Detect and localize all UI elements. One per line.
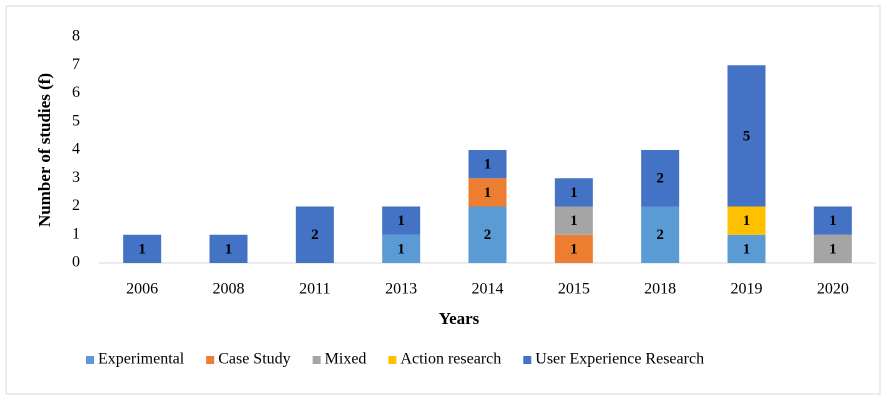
legend-label: User Experience Research: [535, 351, 704, 368]
bar-segment: [209, 234, 248, 263]
bar-segment: [727, 234, 766, 263]
data-label: 2: [311, 227, 319, 243]
x-tick-label: 2006: [126, 281, 158, 298]
y-tick-label: 5: [72, 112, 80, 129]
legend-swatch: [523, 356, 532, 364]
x-tick-label: 2015: [558, 281, 590, 298]
data-label: 1: [397, 213, 405, 229]
y-tick-label: 2: [72, 197, 80, 214]
y-axis-title: Number of studies (f): [35, 73, 54, 227]
y-tick-label: 0: [72, 254, 80, 271]
data-label: 1: [570, 213, 578, 229]
bar-segment: [468, 206, 507, 263]
bar-segment: [382, 206, 421, 235]
y-tick-label: 7: [72, 56, 80, 73]
bar-segment: [813, 234, 852, 263]
bar-segment: [554, 178, 593, 207]
x-axis-title: Years: [439, 309, 480, 328]
x-tick-label: 2008: [213, 281, 245, 298]
legend-swatch: [312, 356, 321, 364]
y-tick-label: 8: [72, 28, 80, 45]
data-label: 1: [570, 241, 578, 257]
data-label: 1: [225, 241, 233, 257]
legend-swatch: [388, 356, 397, 364]
data-label: 2: [484, 227, 492, 243]
data-label: 1: [829, 241, 837, 257]
bar-segment: [468, 178, 507, 207]
data-label: 5: [743, 128, 751, 144]
x-tick-label: 2020: [817, 281, 849, 298]
data-label: 1: [570, 185, 578, 201]
legend-swatch: [206, 356, 215, 364]
legend-label: Mixed: [325, 351, 367, 368]
y-tick-label: 3: [72, 169, 80, 186]
data-label: 1: [138, 241, 146, 257]
x-tick-label: 2018: [644, 281, 676, 298]
data-label: 1: [484, 185, 492, 201]
data-label: 1: [484, 157, 492, 173]
data-label: 1: [829, 213, 837, 229]
data-label: 2: [656, 171, 664, 187]
bar-segment: [295, 206, 334, 263]
y-tick-label: 1: [72, 225, 80, 242]
data-label: 1: [743, 213, 751, 229]
x-tick-label: 2011: [299, 281, 330, 298]
legend-label: Action research: [400, 351, 501, 368]
bar-segment: [554, 234, 593, 263]
x-tick-label: 2013: [385, 281, 417, 298]
bar-segment: [554, 206, 593, 235]
x-tick-label: 2014: [472, 281, 504, 298]
y-tick-label: 4: [72, 141, 80, 158]
legend-swatch: [86, 356, 94, 364]
y-tick-label: 6: [72, 84, 80, 101]
bar-segment: [641, 206, 680, 263]
bar-segment: [382, 234, 421, 263]
data-label: 2: [656, 227, 664, 243]
bar-segment: [641, 150, 680, 207]
legend-label: Case Study: [218, 351, 290, 368]
x-tick-label: 2019: [731, 281, 763, 298]
bar-segment: [727, 65, 766, 207]
bar-segment: [123, 234, 162, 263]
legend-label: Experimental: [98, 351, 185, 368]
bar-segment: [468, 150, 507, 179]
data-label: 1: [397, 241, 405, 257]
bar-segment: [813, 206, 852, 235]
bar-segment: [727, 206, 766, 235]
data-label: 1: [743, 241, 751, 257]
